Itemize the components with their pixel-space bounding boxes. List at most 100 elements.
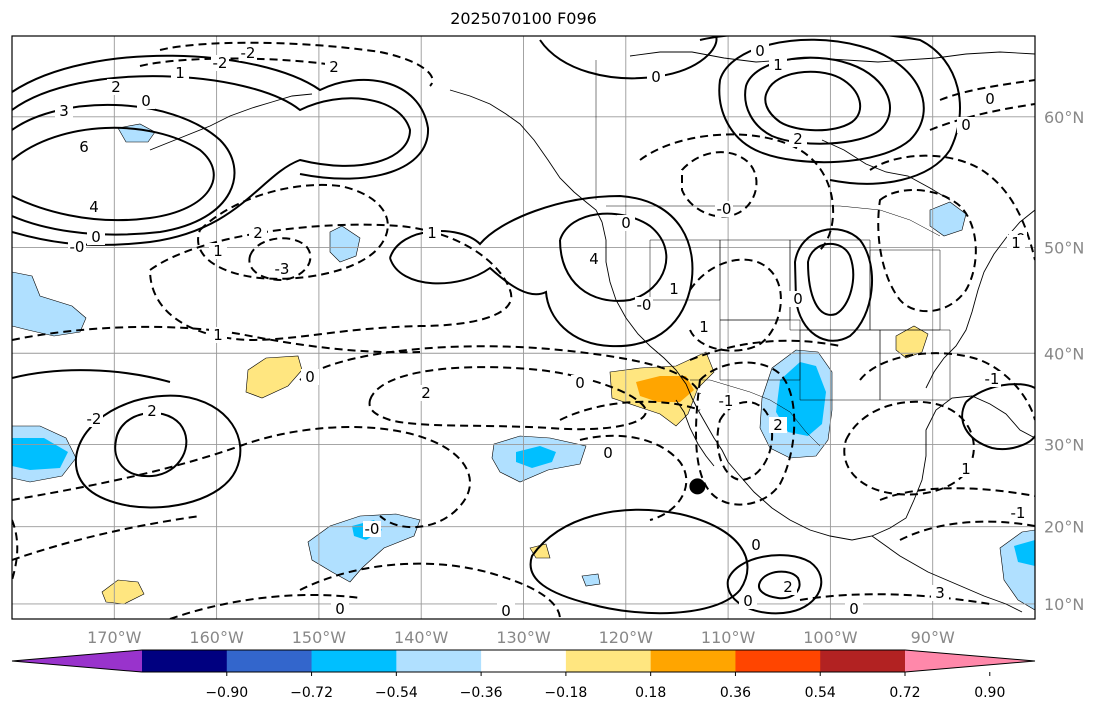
contour-label: 2: [783, 578, 793, 596]
contour-label: 2: [147, 402, 157, 420]
contour-label-bg: [845, 601, 863, 617]
contour-solid: [12, 103, 236, 236]
border-us-mexico: [690, 379, 821, 447]
colorbar-tick-label: 0.72: [889, 685, 920, 701]
contour-label: 0: [335, 600, 345, 618]
colorbar-segment: [142, 650, 228, 672]
contour-label-bg: [417, 385, 435, 401]
contour-label: 2: [773, 416, 783, 434]
anomaly-patch-yellow: [895, 325, 929, 359]
colorbar-tick-label: −0.90: [205, 685, 248, 701]
contour-label: -1: [1011, 504, 1026, 522]
contour-label-bg: [571, 375, 589, 391]
contour-label: -2: [87, 410, 102, 428]
border-us-canada: [606, 205, 941, 237]
contour-label-bg: [715, 201, 733, 217]
lat-tick-label: 30°N: [1044, 435, 1084, 454]
contour-label: 0: [141, 92, 151, 110]
colorbar-tick-label: −0.54: [375, 685, 418, 701]
contour-label-bg: [211, 55, 229, 71]
contour-label: 0: [305, 368, 315, 386]
contours-negative: [12, 41, 1035, 619]
contour-solid: [793, 228, 873, 342]
anomaly-patch-light-blue: [929, 201, 967, 237]
contour-label: 2: [253, 224, 263, 242]
contour-solid: [718, 38, 925, 164]
contour-label-bg: [75, 139, 93, 155]
contour-label-bg: [85, 411, 103, 427]
contour-label-bg: [769, 417, 787, 433]
contour-label-bg: [423, 225, 441, 241]
contour-label: -2: [213, 54, 228, 72]
contour-label: 0: [743, 592, 753, 610]
contour-label-bg: [1007, 235, 1025, 251]
location-marker: [689, 478, 706, 495]
contour-label-bg: [497, 603, 515, 619]
contour-solid: [12, 369, 171, 383]
contour-label-bg: [617, 215, 635, 231]
contour-label-bg: [717, 393, 735, 409]
lat-tick-label: 10°N: [1044, 595, 1084, 614]
contour-dashed: [689, 339, 841, 361]
map-layers: -2-2 21203640-021-3112-02-2401-01000012-0…: [12, 36, 1035, 620]
anomaly-patch-light-blue: [12, 271, 87, 337]
border-state-7: [879, 329, 951, 401]
colorbar-segment: [565, 650, 652, 672]
contour-label: 2: [111, 78, 121, 96]
contour-label-bg: [1009, 505, 1027, 521]
contour-label-bg: [931, 585, 949, 601]
contour-label: 1: [699, 318, 709, 336]
colorbar-tick-label: −0.36: [460, 685, 503, 701]
contour-label: 0: [501, 602, 511, 620]
contour-label: -3: [275, 260, 290, 278]
contour-label: 1: [669, 280, 679, 298]
contour-label-bg: [983, 371, 1001, 387]
contour-solid: [559, 212, 668, 302]
contour-dashed: [12, 519, 19, 581]
contour-solid: [699, 36, 961, 185]
contour-dashed: [879, 487, 1035, 501]
contour-label-bg: [957, 117, 975, 133]
coastline-central-america: [871, 535, 1023, 613]
contour-label-bg: [695, 319, 713, 335]
contour-label: 0: [91, 228, 101, 246]
colorbar-segment: [735, 650, 821, 672]
contour-label: 0: [755, 42, 765, 60]
contour-label-bg: [585, 251, 603, 267]
colorbar-segment: [226, 650, 313, 672]
contour-label-bg: [85, 199, 103, 215]
contour-dashed: [681, 151, 758, 218]
colorbar-segment: [820, 650, 906, 672]
contour-label: -1: [719, 392, 734, 410]
colorbar-segment: [396, 650, 482, 672]
contour-label: -1: [985, 370, 1000, 388]
colorbar-segment: [481, 650, 567, 672]
contour-label: -0: [70, 238, 85, 256]
lon-tick-label: 90°W: [911, 628, 955, 647]
contour-solid: [12, 54, 430, 180]
contour-solid: [389, 194, 694, 348]
contour-dashed: [169, 593, 361, 619]
lat-tick-label: 40°N: [1044, 344, 1084, 363]
contour-label: 1: [1011, 234, 1021, 252]
contour-label: 2: [329, 58, 339, 76]
contour-solid: [74, 394, 242, 509]
contour-label: 1: [213, 326, 223, 344]
contour-dashed: [148, 223, 513, 342]
contour-label-bg: [957, 461, 975, 477]
contour-label: 4: [89, 198, 99, 216]
contour-solid: [114, 411, 188, 478]
contour-label: 3: [935, 584, 945, 602]
colorbar-tick-label: 0.54: [805, 685, 836, 701]
plot-title: 2025070100 F096: [450, 9, 597, 28]
lon-tick-label: 160°W: [189, 628, 244, 647]
contour-label: 4: [589, 250, 599, 268]
contour-label-bg: [647, 69, 665, 85]
contour-dashed: [899, 520, 1035, 541]
colorbar-tick-label: −0.18: [544, 685, 587, 701]
contour-dashed: [695, 361, 796, 506]
colorbar-tick-label: 0.18: [635, 685, 666, 701]
contour-dashed: [197, 184, 389, 280]
contour-dashed: [299, 562, 561, 619]
contour-label-bg: [68, 239, 86, 255]
